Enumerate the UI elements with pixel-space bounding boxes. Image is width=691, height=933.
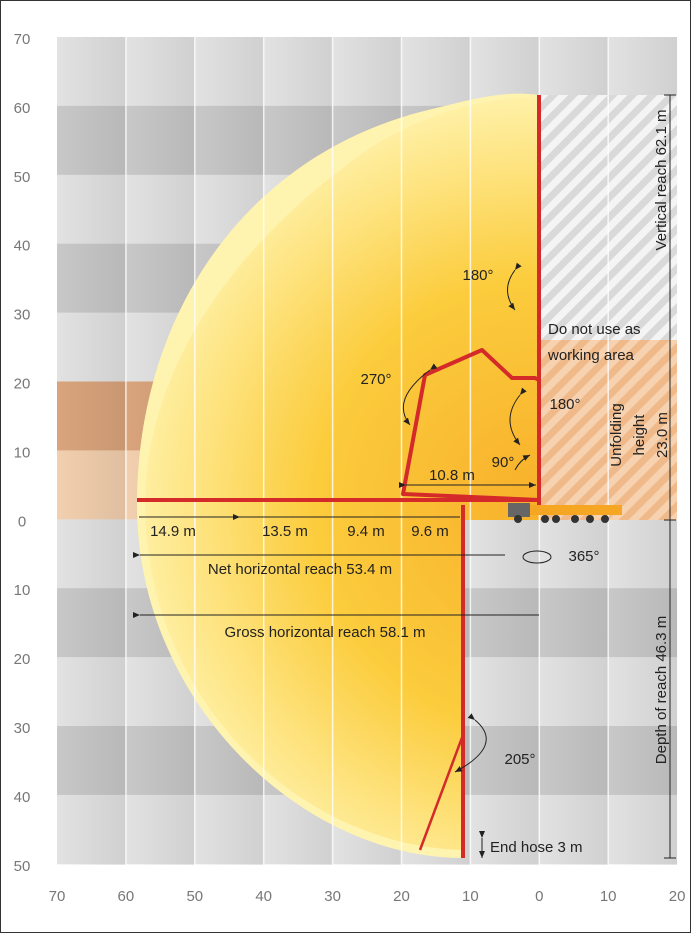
y-label: 60 bbox=[14, 100, 31, 117]
annotation: working area bbox=[547, 347, 635, 364]
annotation: End hose 3 m bbox=[490, 839, 583, 856]
x-label: 30 bbox=[324, 888, 341, 905]
annotation: 10.8 m bbox=[429, 467, 475, 484]
dimension-lines bbox=[133, 94, 676, 859]
annotation: 9.4 m bbox=[347, 523, 385, 540]
annotation: 9.6 m bbox=[411, 523, 449, 540]
annotation: 180° bbox=[549, 396, 580, 413]
x-label: 0 bbox=[535, 888, 543, 905]
y-label: 70 bbox=[14, 31, 31, 48]
reach-area bbox=[145, 95, 539, 850]
annotation: Net horizontal reach 53.4 m bbox=[208, 561, 392, 578]
annotation: 205° bbox=[504, 751, 535, 768]
labels: 70 60 50 40 30 20 10 0 10 20 30 40 50 70 60 50 40 30 20 10 0… bbox=[14, 31, 686, 905]
annotation: Unfolding bbox=[608, 403, 625, 466]
y-label: 50 bbox=[14, 169, 31, 186]
x-label: 70 bbox=[49, 888, 66, 905]
column-shade bbox=[57, 37, 126, 865]
annotation: 23.0 m bbox=[654, 412, 671, 458]
y-label: 30 bbox=[14, 307, 31, 324]
x-label: 20 bbox=[393, 888, 410, 905]
y-label: 20 bbox=[14, 651, 31, 668]
x-label: 40 bbox=[255, 888, 272, 905]
y-label: 40 bbox=[14, 789, 31, 806]
annotation: Do not use as bbox=[548, 321, 641, 338]
truck bbox=[508, 503, 622, 523]
x-label: 10 bbox=[600, 888, 617, 905]
annotation: Vertical reach 62.1 m bbox=[653, 110, 670, 251]
x-label: 50 bbox=[186, 888, 203, 905]
y-label: 10 bbox=[14, 582, 31, 599]
y-label: 0 bbox=[18, 513, 26, 530]
annotation: 13.5 m bbox=[262, 523, 308, 540]
x-label: 60 bbox=[118, 888, 135, 905]
annotation: 180° bbox=[462, 267, 493, 284]
annotation: height bbox=[631, 414, 648, 456]
folded-boom bbox=[401, 348, 540, 502]
annotation: Depth of reach 46.3 m bbox=[653, 616, 670, 764]
y-label: 10 bbox=[14, 444, 31, 461]
annotation: 14.9 m bbox=[150, 523, 196, 540]
y-label: 20 bbox=[14, 375, 31, 392]
y-label: 50 bbox=[14, 858, 31, 875]
annotation: 270° bbox=[360, 371, 391, 388]
annotation: 90° bbox=[492, 454, 515, 471]
x-label: 20 bbox=[669, 888, 686, 905]
y-label: 40 bbox=[14, 238, 31, 255]
annotation: 365° bbox=[568, 548, 599, 565]
y-label: 30 bbox=[14, 720, 31, 737]
x-label: 10 bbox=[462, 888, 479, 905]
annotation: Gross horizontal reach 58.1 m bbox=[225, 624, 426, 641]
